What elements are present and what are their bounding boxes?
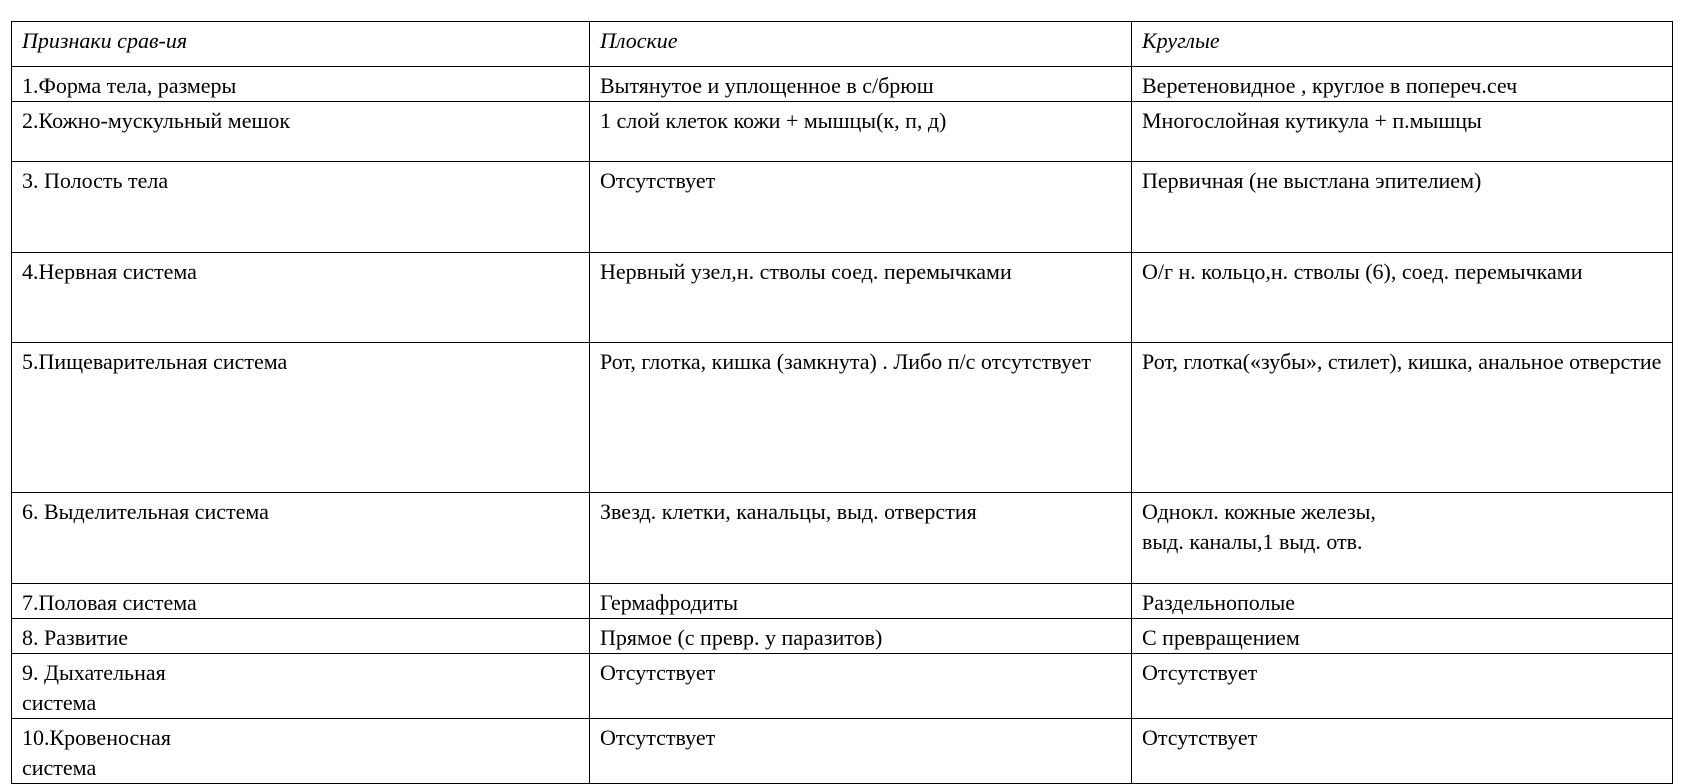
table-cell: Рот, глотка(«зубы», стилет), кишка, анал… [1131, 342, 1673, 493]
table-cell: Многослойная кутикула + п.мышцы [1131, 101, 1673, 162]
table-cell: Звезд. клетки, канальцы, выд. отверстия [589, 492, 1132, 584]
table-row: 5.Пищеварительная система Рот, глотка, ки… [11, 342, 1673, 493]
table-row: 4.Нервная система Нервный узел,н. стволы … [11, 252, 1673, 343]
table-cell: Отсутствует [589, 653, 1132, 719]
table-cell: 1.Форма тела, размеры [11, 66, 590, 102]
table-cell: С превращением [1131, 618, 1673, 654]
table-row: 8. Развитие Прямое (с превр. у паразитов)… [11, 618, 1673, 654]
table-cell: 1 слой клеток кожи + мышцы(к, п, д) [589, 101, 1132, 162]
header-cell: Признаки срав-ия [11, 21, 590, 67]
table-cell: 6. Выделительная система [11, 492, 590, 584]
table-cell: Рот, глотка, кишка (замкнута) . Либо п/с… [589, 342, 1132, 493]
table-cell: Отсутствует [1131, 718, 1673, 784]
table-cell: Первичная (не выстлана эпителием) [1131, 161, 1673, 253]
table-cell: 9. Дыхательная система [11, 653, 590, 719]
table-row: 3. Полость тела Отсутствует Первичная (не … [11, 161, 1673, 253]
table-cell: 8. Развитие [11, 618, 590, 654]
table-cell: О/г н. кольцо,н. стволы (6), соед. перем… [1131, 252, 1673, 343]
page: Признаки срав-ия Плоские Круглые 1.Форма те… [11, 21, 1673, 784]
table-cell: Раздельнополые [1131, 583, 1673, 619]
table-cell: Нервный узел,н. стволы соед. перемычками [589, 252, 1132, 343]
table-row: 2.Кожно-мускульный мешок 1 слой клеток ко… [11, 101, 1673, 162]
header-cell: Плоские [589, 21, 1132, 67]
table-cell: 3. Полость тела [11, 161, 590, 253]
comparison-table: Признаки срав-ия Плоские Круглые 1.Форма те… [11, 21, 1673, 784]
table-cell: Веретеновидное , круглое в попереч.сеч [1131, 66, 1673, 102]
table-cell: Прямое (с превр. у паразитов) [589, 618, 1132, 654]
table-cell: Отсутствует [1131, 653, 1673, 719]
table-body: Признаки срав-ия Плоские Круглые 1.Форма те… [11, 21, 1673, 784]
table-cell: 7.Половая система [11, 583, 590, 619]
table-cell: Вытянутое и уплощенное в с/брюш [589, 66, 1132, 102]
table-cell: 2.Кожно-мускульный мешок [11, 101, 590, 162]
table-cell: 5.Пищеварительная система [11, 342, 590, 493]
table-row: 6. Выделительная система Звезд. клетки, к… [11, 492, 1673, 584]
table-cell: Гермафродиты [589, 583, 1132, 619]
table-cell: Отсутствует [589, 718, 1132, 784]
table-cell: Отсутствует [589, 161, 1132, 253]
header-row: Признаки срав-ия Плоские Круглые [11, 21, 1673, 67]
table-cell: 4.Нервная система [11, 252, 590, 343]
table-row: 7.Половая система Гермафродиты Раздельнопо… [11, 583, 1673, 619]
table-cell: Однокл. кожные железы, выд. каналы,1 выд… [1131, 492, 1673, 584]
table-row: 1.Форма тела, размеры Вытянутое и уплощен… [11, 66, 1673, 102]
table-cell: 10.Кровеносная система [11, 718, 590, 784]
table-row: 9. Дыхательная система Отсутствует Отсутс… [11, 653, 1673, 719]
table-row: 10.Кровеносная система Отсутствует Отсутст… [11, 718, 1673, 784]
header-cell: Круглые [1131, 21, 1673, 67]
